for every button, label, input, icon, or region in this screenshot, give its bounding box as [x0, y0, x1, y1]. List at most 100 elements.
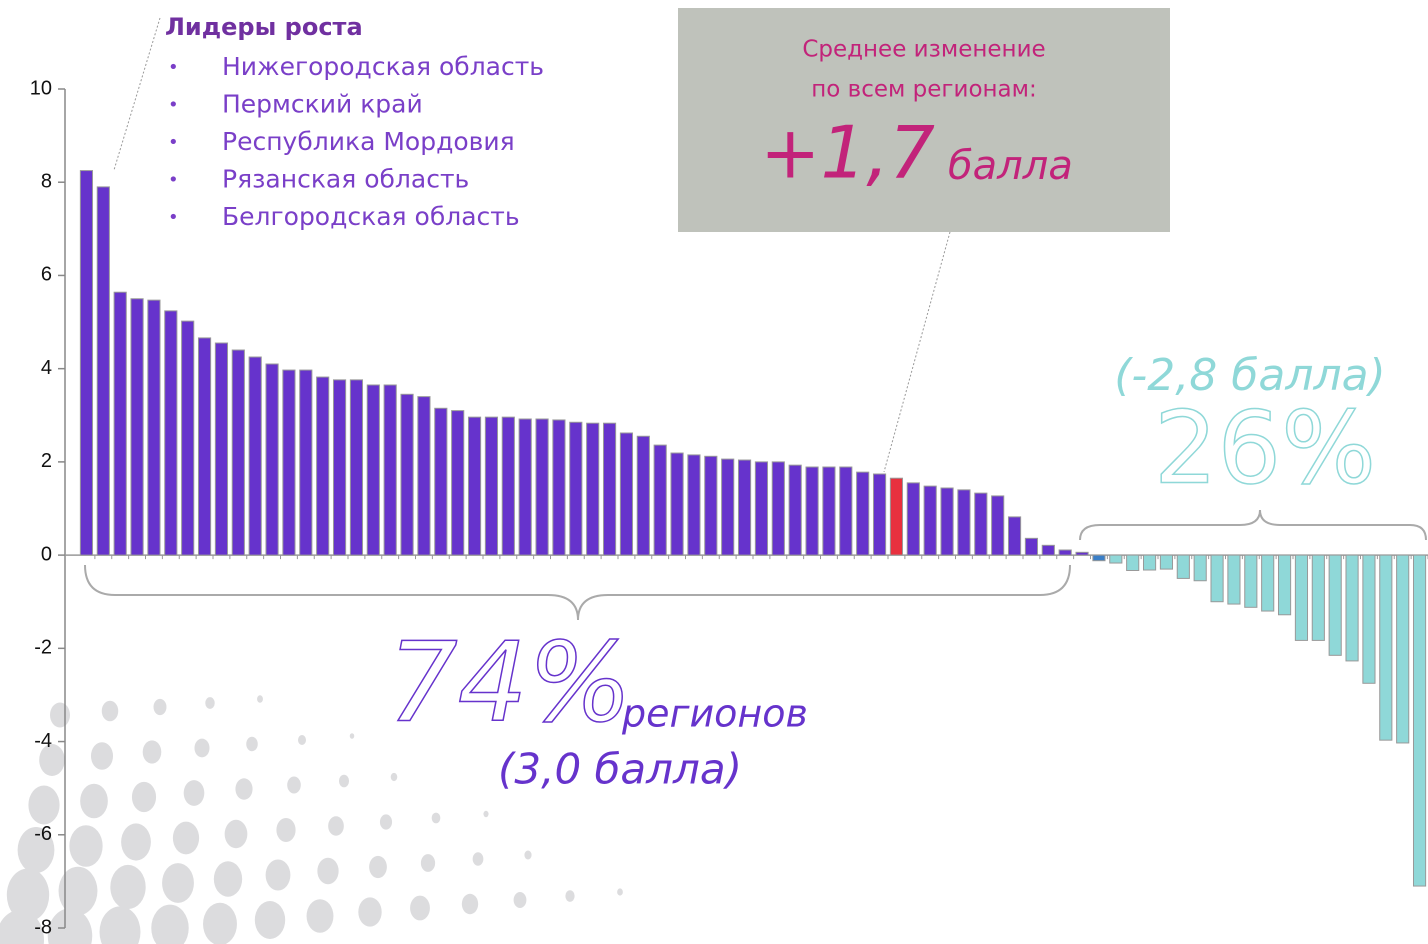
- bar: [1244, 554, 1258, 608]
- dot: [254, 901, 286, 939]
- decoration: [0, 695, 623, 944]
- leader-item: Белгородская область: [222, 202, 520, 231]
- dot: [298, 735, 306, 745]
- bar: [1227, 554, 1241, 605]
- dot: [131, 781, 157, 813]
- dot: [121, 823, 151, 861]
- bar: [383, 384, 397, 556]
- y-tick-label: -4: [34, 730, 52, 752]
- dot: [276, 818, 296, 842]
- bar: [130, 298, 144, 556]
- dot: [265, 859, 291, 891]
- bar: [1159, 554, 1174, 570]
- dot: [28, 785, 60, 825]
- dot: [151, 904, 189, 944]
- y-tick-label: 4: [41, 357, 52, 379]
- brace: [84, 564, 1071, 621]
- dot: [47, 908, 93, 944]
- box-value: +1,7: [760, 111, 935, 195]
- leader-item: Пермский край: [222, 90, 423, 119]
- bar: [1328, 554, 1342, 656]
- bar: [872, 473, 887, 556]
- bar: [974, 492, 988, 556]
- leader-line: [883, 231, 951, 473]
- negative-share: 26%: [1154, 389, 1376, 506]
- y-tick-label: -6: [34, 823, 52, 845]
- bullet: •: [168, 207, 179, 228]
- dot: [287, 776, 301, 794]
- dot: [194, 738, 210, 758]
- dot: [472, 852, 484, 866]
- y-tick-label: 0: [41, 543, 52, 565]
- dot: [39, 744, 65, 776]
- bullet: •: [168, 132, 179, 153]
- dot: [153, 698, 167, 716]
- dot: [338, 774, 350, 788]
- positive-detail: (3,0 балла): [498, 745, 742, 794]
- bar: [839, 466, 853, 556]
- y-tick-label: -8: [34, 916, 52, 938]
- bar: [1007, 516, 1022, 556]
- dot: [224, 819, 248, 849]
- dot: [483, 810, 489, 818]
- dot: [80, 783, 108, 819]
- bar: [737, 459, 752, 556]
- bar: [754, 461, 769, 556]
- bar: [721, 458, 735, 556]
- bar: [501, 416, 515, 556]
- bar: [181, 320, 195, 556]
- bar: [96, 186, 110, 556]
- bar: [434, 407, 448, 556]
- dot: [524, 850, 532, 860]
- bar: [991, 495, 1005, 556]
- dot: [431, 812, 441, 824]
- bar: [670, 452, 684, 556]
- bar: [197, 337, 212, 556]
- box-line: по всем регионам:: [811, 77, 1037, 103]
- bar: [1109, 554, 1123, 564]
- bar: [1345, 554, 1359, 662]
- bar: [282, 369, 296, 556]
- leader-line: [113, 17, 161, 171]
- bar: [164, 310, 178, 556]
- bar: [400, 393, 414, 556]
- bar: [231, 349, 245, 556]
- bar: [265, 363, 279, 556]
- bullet: •: [168, 57, 179, 78]
- negative-detail: (-2,8 балла): [1114, 350, 1385, 401]
- dot: [390, 772, 398, 782]
- bar: [805, 466, 819, 556]
- leader-item: Нижегородская область: [222, 52, 544, 81]
- leader-item: Рязанская область: [222, 165, 469, 194]
- dot: [328, 816, 344, 836]
- dot: [420, 854, 436, 872]
- bar: [856, 471, 870, 556]
- bar: [1311, 554, 1325, 641]
- dot: [203, 902, 237, 944]
- dot: [565, 890, 575, 902]
- dot: [246, 736, 258, 752]
- dot: [205, 697, 215, 709]
- bar: [957, 489, 971, 556]
- dot: [6, 868, 50, 922]
- dot: [306, 899, 334, 933]
- bar: [619, 432, 634, 556]
- bar: [1075, 551, 1089, 556]
- y-tick-label: 6: [41, 264, 52, 286]
- bar: [906, 482, 920, 556]
- dot: [17, 827, 55, 873]
- bar: [1041, 544, 1055, 556]
- bar: [467, 416, 482, 556]
- bar: [79, 170, 94, 556]
- bar: [940, 487, 954, 556]
- positive-share: 74%: [388, 618, 633, 746]
- dot: [317, 857, 339, 885]
- bar: [1412, 554, 1427, 887]
- dot: [379, 814, 393, 830]
- bar: [518, 418, 532, 556]
- y-tick-label: 10: [30, 77, 52, 99]
- bar: [1294, 554, 1309, 641]
- bar: [1142, 554, 1157, 571]
- bar: [1277, 554, 1292, 616]
